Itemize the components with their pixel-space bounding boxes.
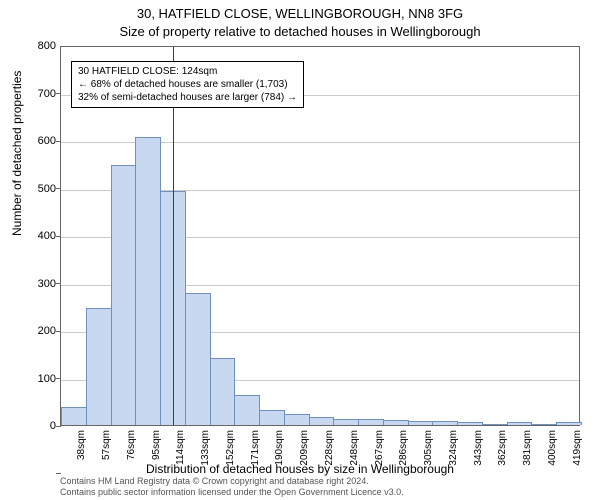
histogram-bar bbox=[358, 419, 384, 425]
histogram-bar bbox=[284, 414, 310, 425]
xtick-label: 343sqm bbox=[473, 430, 484, 466]
histogram-bar bbox=[259, 410, 285, 425]
footer-line1: Contains HM Land Registry data © Crown c… bbox=[60, 476, 404, 487]
histogram-bar bbox=[507, 422, 533, 425]
xtick-label: 400sqm bbox=[547, 430, 558, 466]
histogram-bar bbox=[432, 421, 458, 425]
xtick-label: 133sqm bbox=[200, 430, 211, 466]
ytick-label: 600 bbox=[16, 135, 56, 147]
histogram-bar bbox=[556, 422, 582, 425]
ytick-label: 800 bbox=[16, 40, 56, 52]
xtick-label: 38sqm bbox=[76, 430, 87, 460]
xtick-label: 362sqm bbox=[497, 430, 508, 466]
histogram-bar bbox=[333, 419, 359, 425]
histogram-bar bbox=[309, 417, 335, 425]
xtick-label: 95sqm bbox=[151, 430, 162, 460]
xtick-label: 305sqm bbox=[423, 430, 434, 466]
xtick-label: 324sqm bbox=[448, 430, 459, 466]
ytick-label: 500 bbox=[16, 183, 56, 195]
footer-attribution: Contains HM Land Registry data © Crown c… bbox=[60, 476, 404, 498]
ytick-label: 0 bbox=[16, 420, 56, 432]
xtick-label: 209sqm bbox=[299, 430, 310, 466]
ytick-label: 400 bbox=[16, 230, 56, 242]
plot-area: 30 HATFIELD CLOSE: 124sqm ← 68% of detac… bbox=[60, 46, 580, 426]
xtick-label: 248sqm bbox=[349, 430, 360, 466]
xtick-label: 286sqm bbox=[398, 430, 409, 466]
ytick-label: 700 bbox=[16, 88, 56, 100]
histogram-bar bbox=[61, 407, 87, 425]
histogram-chart: 30, HATFIELD CLOSE, WELLINGBOROUGH, NN8 … bbox=[0, 0, 600, 500]
histogram-bar bbox=[111, 165, 137, 425]
histogram-bar bbox=[531, 424, 557, 425]
xtick-label: 190sqm bbox=[274, 430, 285, 466]
xtick-label: 228sqm bbox=[324, 430, 335, 466]
annotation-line1: 30 HATFIELD CLOSE: 124sqm bbox=[78, 65, 297, 78]
ytick-label: 200 bbox=[16, 325, 56, 337]
xtick-label: 171sqm bbox=[250, 430, 261, 466]
histogram-bar bbox=[86, 308, 112, 425]
histogram-bar bbox=[135, 137, 161, 425]
xtick-label: 76sqm bbox=[126, 430, 137, 460]
histogram-bar bbox=[234, 395, 260, 425]
annotation-line3: 32% of semi-detached houses are larger (… bbox=[78, 91, 297, 104]
xtick-label: 381sqm bbox=[522, 430, 533, 466]
histogram-bar bbox=[457, 422, 483, 425]
chart-title-main: 30, HATFIELD CLOSE, WELLINGBOROUGH, NN8 … bbox=[0, 6, 600, 21]
xtick-label: 419sqm bbox=[572, 430, 583, 466]
ytick-label: 100 bbox=[16, 373, 56, 385]
x-axis-label: Distribution of detached houses by size … bbox=[0, 462, 600, 476]
histogram-bar bbox=[482, 424, 508, 425]
annotation-box: 30 HATFIELD CLOSE: 124sqm ← 68% of detac… bbox=[71, 61, 304, 108]
histogram-bar bbox=[408, 421, 434, 425]
xtick-label: 114sqm bbox=[175, 430, 186, 465]
histogram-bar bbox=[210, 358, 236, 426]
xtick-label: 57sqm bbox=[101, 430, 112, 460]
annotation-line2: ← 68% of detached houses are smaller (1,… bbox=[78, 78, 297, 91]
xtick-label: 267sqm bbox=[374, 430, 385, 466]
histogram-bar bbox=[383, 420, 409, 425]
xtick-label: 152sqm bbox=[225, 430, 236, 466]
chart-title-sub: Size of property relative to detached ho… bbox=[0, 24, 600, 39]
histogram-bar bbox=[185, 293, 211, 425]
footer-line2: Contains public sector information licen… bbox=[60, 487, 404, 498]
ytick-label: 300 bbox=[16, 278, 56, 290]
